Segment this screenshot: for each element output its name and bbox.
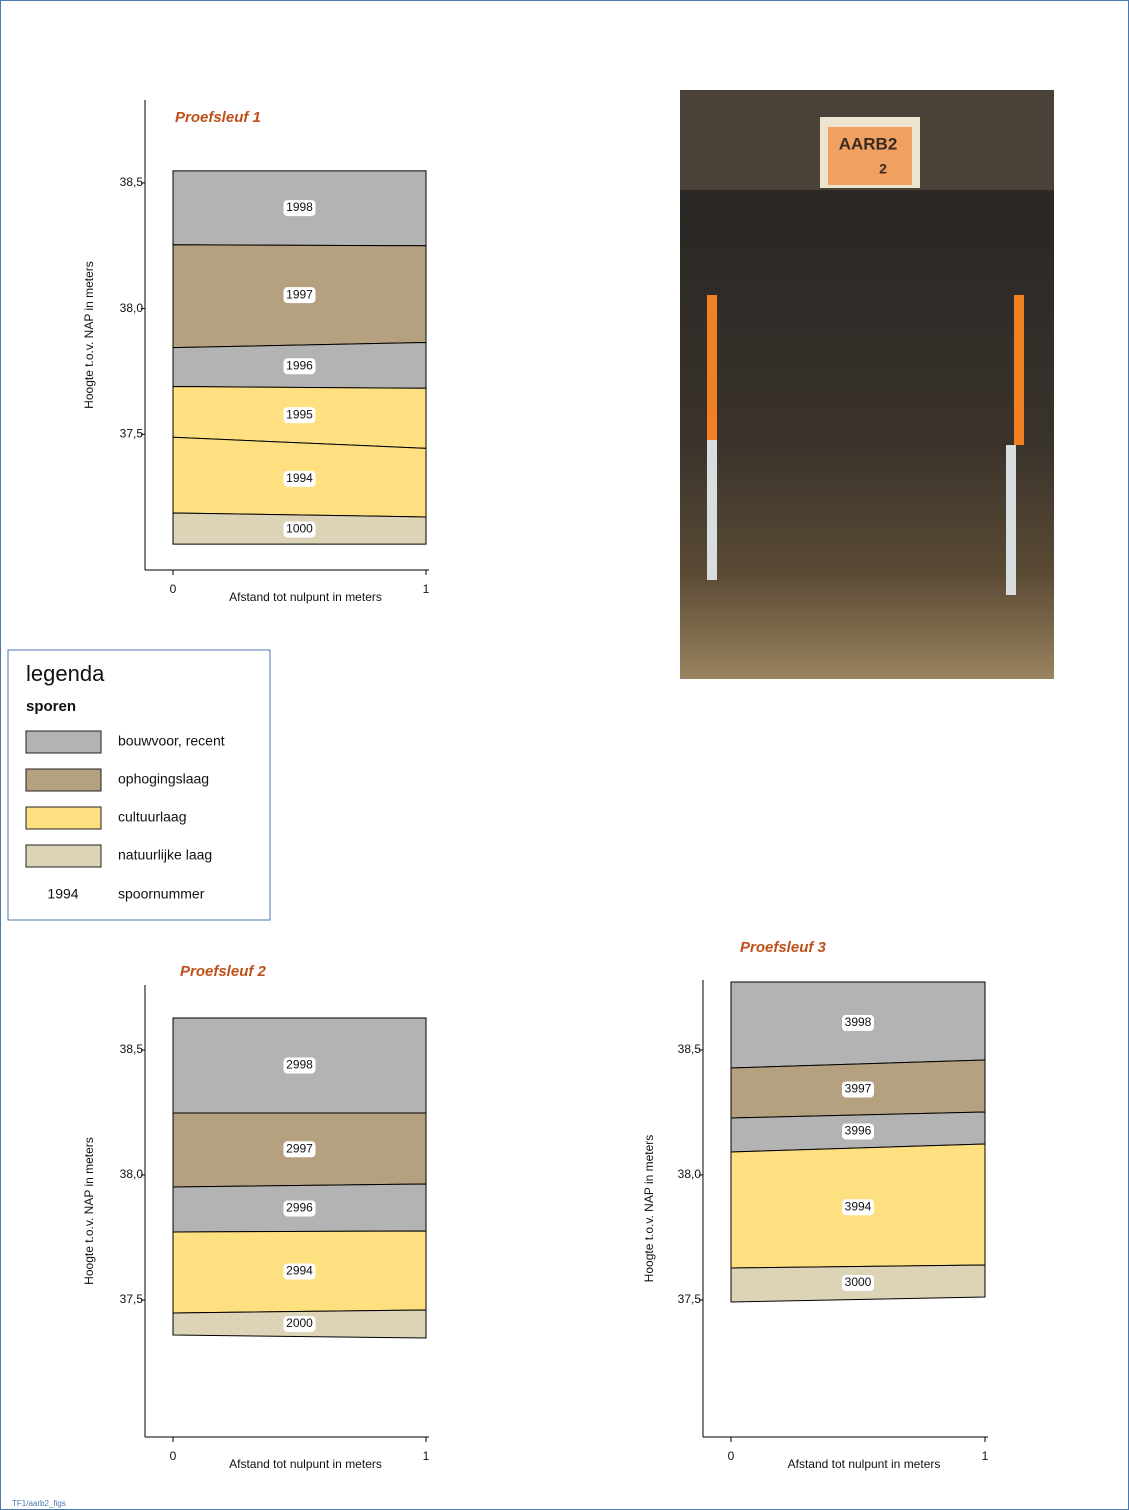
y-axis-label: Hoogte t.o.v. NAP in meters	[82, 1137, 96, 1285]
y-tick-label: 38,5	[120, 1042, 144, 1056]
layer-label: 3997	[845, 1082, 872, 1096]
layer-label-box	[283, 1200, 316, 1217]
chart-title: Proefsleuf 1	[175, 109, 261, 126]
layer-label-box	[283, 1141, 316, 1158]
layer-label: 3996	[845, 1124, 872, 1138]
layer-label: 1994	[286, 471, 313, 485]
x-axis-label: Afstand tot nulpunt in meters	[788, 1457, 941, 1471]
legend-swatch	[25, 730, 102, 754]
legend-label: cultuurlaag	[118, 809, 187, 825]
chart-title: Proefsleuf 3	[740, 939, 827, 956]
y-tick-label: 38,0	[120, 301, 144, 315]
y-tick-label: 37,5	[120, 426, 144, 440]
x-tick-label: 1	[982, 1449, 989, 1463]
layer-label-box	[842, 1123, 874, 1140]
pole	[1014, 295, 1024, 445]
chart-title: Proefsleuf 2	[180, 963, 267, 980]
x-tick-label: 0	[728, 1449, 735, 1463]
photo-sign-inner	[828, 127, 912, 185]
y-tick-label: 38,0	[120, 1167, 144, 1181]
footer: TF1/aarb2_figs	[12, 1499, 66, 1508]
layer-label: 1997	[286, 287, 313, 301]
layer-label: 3994	[845, 1199, 872, 1213]
legend-swatch	[25, 844, 102, 868]
y-tick-label: 37,5	[120, 1292, 144, 1306]
layer-label-box	[842, 1275, 874, 1291]
layer-label-box	[283, 521, 316, 538]
x-tick-label: 0	[170, 582, 177, 596]
sign-number: 2	[879, 161, 887, 177]
photo: AARB2 2	[680, 90, 1054, 679]
layer-label: 1000	[286, 522, 313, 536]
sign-code: AARB2	[839, 134, 898, 153]
y-axis-label: Hoogte t.o.v. NAP in meters	[82, 261, 96, 409]
layer-label: 1995	[286, 407, 313, 421]
pole	[707, 440, 717, 580]
layer-label-box	[283, 470, 316, 487]
x-axis-label: Afstand tot nulpunt in meters	[229, 590, 382, 604]
layer-label-box	[283, 358, 316, 375]
legend-label: bouwvoor, recent	[118, 733, 225, 749]
layer-label-box	[283, 200, 316, 217]
pole	[707, 295, 717, 440]
layer-label: 3998	[845, 1015, 872, 1029]
y-axis-label: Hoogte t.o.v. NAP in meters	[642, 1135, 656, 1283]
legend-swatch	[25, 806, 102, 830]
layer-label-box	[283, 1057, 316, 1074]
x-tick-label: 1	[423, 582, 430, 596]
layer-label: 1998	[286, 200, 313, 214]
legend-swatch	[25, 768, 102, 792]
layer-label: 1996	[286, 358, 313, 372]
y-tick-label: 38,0	[678, 1167, 702, 1181]
layer-label: 2994	[286, 1264, 313, 1278]
legend-subtitle: sporen	[26, 698, 76, 715]
legend-title: legenda	[26, 661, 105, 686]
y-tick-label: 38,5	[678, 1042, 702, 1056]
x-axis-label: Afstand tot nulpunt in meters	[229, 1457, 382, 1471]
pole	[1006, 445, 1016, 595]
x-tick-label: 1	[423, 1449, 430, 1463]
layer-label-box	[283, 1316, 316, 1332]
layer-label-box	[842, 1015, 874, 1031]
legend-label: natuurlijke laag	[118, 847, 212, 863]
layer-label: 2996	[286, 1201, 313, 1215]
layer-label: 2998	[286, 1058, 313, 1072]
legend-example-label: spoornummer	[118, 886, 205, 902]
layer-label-box	[283, 287, 316, 304]
layer-label-box	[842, 1199, 874, 1216]
x-tick-label: 0	[170, 1449, 177, 1463]
layer-label: 3000	[845, 1275, 872, 1289]
layer-label: 2997	[286, 1141, 313, 1155]
layer-label-box	[283, 1263, 316, 1280]
legend-label: ophogingslaag	[118, 771, 209, 787]
y-tick-label: 37,5	[678, 1292, 702, 1306]
layer-label-box	[283, 407, 316, 424]
layer-label: 2000	[286, 1316, 313, 1330]
legend-example-number: 1994	[47, 886, 78, 902]
layer-label-box	[842, 1081, 874, 1098]
y-tick-label: 38,5	[120, 175, 144, 189]
